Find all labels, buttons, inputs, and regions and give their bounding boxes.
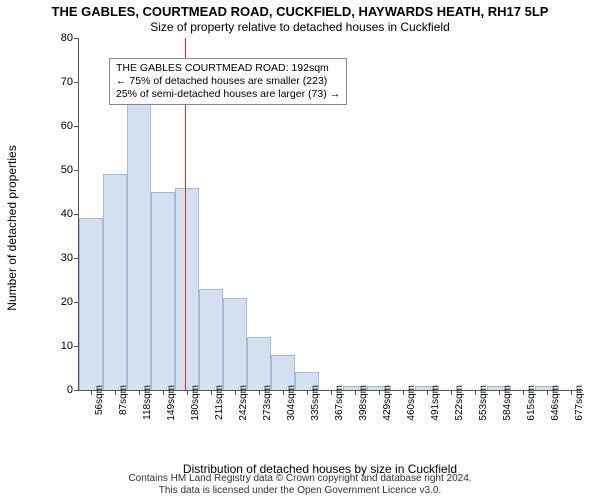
histogram-bar: [151, 192, 175, 390]
y-tick-mark: [74, 214, 79, 215]
histogram-bar: [247, 337, 271, 390]
x-tick-mark: [307, 390, 308, 395]
x-tick-mark: [523, 390, 524, 395]
y-tick-label: 60: [49, 120, 73, 132]
annotation-box: THE GABLES COURTMEAD ROAD: 192sqm ← 75% …: [109, 58, 347, 105]
y-tick-label: 10: [49, 340, 73, 352]
footer: Contains HM Land Registry data © Crown c…: [0, 473, 600, 497]
x-tick-label: 149sqm: [166, 385, 177, 421]
histogram-bar: [199, 289, 223, 390]
x-tick-mark: [235, 390, 236, 395]
x-tick-mark: [331, 390, 332, 395]
annotation-line1: THE GABLES COURTMEAD ROAD: 192sqm: [116, 62, 340, 75]
x-tick-mark: [475, 390, 476, 395]
x-tick-label: 553sqm: [478, 385, 489, 421]
x-tick-label: 429sqm: [382, 385, 393, 421]
y-tick-label: 50: [49, 164, 73, 176]
y-tick-mark: [74, 390, 79, 391]
x-tick-mark: [403, 390, 404, 395]
x-tick-mark: [115, 390, 116, 395]
x-tick-mark: [355, 390, 356, 395]
x-tick-mark: [451, 390, 452, 395]
chart-container: THE GABLES, COURTMEAD ROAD, CUCKFIELD, H…: [0, 0, 600, 500]
y-tick-label: 20: [49, 296, 73, 308]
x-tick-mark: [187, 390, 188, 395]
histogram-bar: [103, 174, 127, 390]
x-tick-mark: [211, 390, 212, 395]
histogram-bar: [79, 218, 103, 390]
y-tick-mark: [74, 38, 79, 39]
y-tick-mark: [74, 170, 79, 171]
x-tick-label: 460sqm: [406, 385, 417, 421]
x-tick-mark: [91, 390, 92, 395]
y-tick-label: 80: [49, 32, 73, 44]
x-tick-label: 491sqm: [430, 385, 441, 421]
x-tick-mark: [499, 390, 500, 395]
plot-area: 0102030405060708056sqm87sqm118sqm149sqm1…: [78, 38, 583, 391]
chart-wrap: Number of detached properties 0102030405…: [48, 38, 592, 418]
x-tick-label: 522sqm: [454, 385, 465, 421]
x-tick-label: 118sqm: [142, 385, 153, 420]
y-tick-label: 70: [49, 76, 73, 88]
x-tick-mark: [163, 390, 164, 395]
x-tick-mark: [427, 390, 428, 395]
x-tick-label: 367sqm: [334, 385, 345, 421]
x-tick-label: 398sqm: [358, 385, 369, 421]
y-axis-label: Number of detached properties: [5, 145, 19, 310]
footer-line1: Contains HM Land Registry data © Crown c…: [0, 473, 600, 485]
annotation-line3: 25% of semi-detached houses are larger (…: [116, 88, 340, 101]
x-tick-mark: [547, 390, 548, 395]
x-tick-label: 180sqm: [190, 385, 201, 421]
histogram-bar: [175, 188, 199, 390]
x-tick-label: 615sqm: [526, 385, 537, 421]
footer-line2: This data is licensed under the Open Gov…: [0, 485, 600, 497]
x-tick-label: 211sqm: [214, 385, 225, 420]
x-tick-mark: [571, 390, 572, 395]
y-tick-mark: [74, 82, 79, 83]
x-tick-label: 677sqm: [574, 385, 585, 421]
x-tick-label: 584sqm: [502, 385, 513, 421]
y-tick-label: 30: [49, 252, 73, 264]
y-tick-mark: [74, 126, 79, 127]
x-tick-label: 273sqm: [262, 385, 273, 421]
x-tick-mark: [379, 390, 380, 395]
page-subtitle: Size of property relative to detached ho…: [0, 19, 600, 34]
x-tick-label: 304sqm: [286, 385, 297, 421]
page-title: THE GABLES, COURTMEAD ROAD, CUCKFIELD, H…: [0, 0, 600, 19]
x-tick-label: 242sqm: [238, 385, 249, 421]
y-tick-label: 40: [49, 208, 73, 220]
histogram-bar: [223, 298, 247, 390]
x-tick-mark: [283, 390, 284, 395]
x-tick-label: 646sqm: [550, 385, 561, 421]
x-tick-mark: [139, 390, 140, 395]
annotation-line2: ← 75% of detached houses are smaller (22…: [116, 75, 340, 88]
y-tick-label: 0: [49, 384, 73, 396]
x-tick-mark: [259, 390, 260, 395]
histogram-bar: [127, 91, 151, 390]
x-tick-label: 335sqm: [310, 385, 321, 421]
